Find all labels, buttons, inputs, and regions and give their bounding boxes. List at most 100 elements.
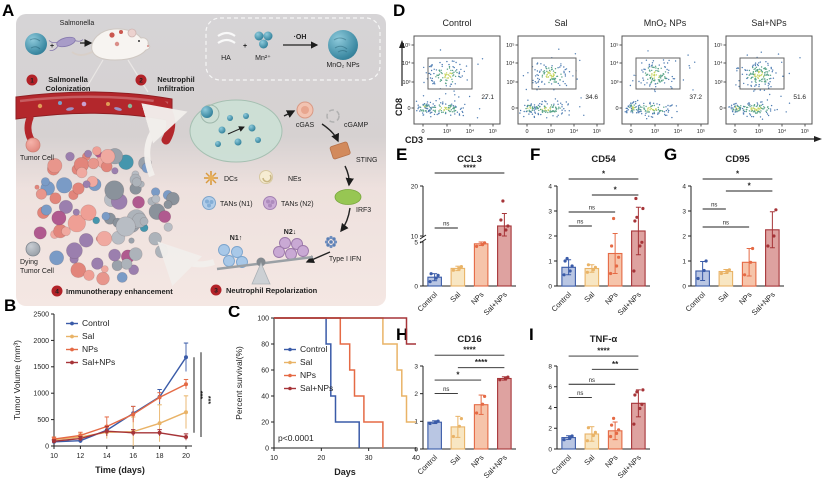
y-tick-label: 2: [548, 426, 552, 433]
plus-sign: +: [50, 43, 54, 50]
step4-text: Immunotherapy enhancement: [66, 287, 173, 296]
flow-plot-frame: [517, 35, 605, 125]
x-category-label: Sal+NPs: [482, 453, 509, 480]
series-line-Sal: [53, 411, 187, 441]
survival-curve-Control: [274, 317, 360, 448]
legend-marker: [288, 386, 292, 391]
flow-y-arrowhead: [399, 40, 405, 48]
data-point: [131, 430, 136, 435]
series-line-Sal+NPs: [53, 430, 187, 442]
sting-icon: [329, 141, 351, 160]
x-axis-label: Time (days): [95, 465, 145, 475]
salmonella-inoculation-group: + Salmonella: [25, 20, 151, 93]
flow-x-tick-label: 10⁴: [674, 128, 683, 135]
survival-curve-Sal+NPs: [274, 317, 416, 345]
sting-label: STING: [356, 157, 377, 164]
y-axis-label: Tumor Volume (mm³): [12, 340, 22, 420]
chart-title: CD16: [457, 334, 481, 345]
mno2-label: MnO₂ NPs: [326, 62, 360, 69]
data-point: [498, 378, 502, 382]
flow-gate: [427, 57, 473, 90]
sig-label: *: [602, 170, 606, 179]
legend-item-Sal+NPs: Sal+NPs: [82, 357, 115, 367]
data-point: [481, 402, 485, 406]
flow-scatter: [415, 49, 487, 119]
step3-label-group: 3 Neutrophil Repolarization: [210, 284, 318, 296]
flow-y-tick-label: 10⁴: [610, 60, 619, 67]
data-point: [475, 411, 479, 415]
legend-marker: [70, 334, 74, 339]
x-tick-label: 14: [103, 453, 111, 460]
projection-line: [83, 59, 104, 93]
arrow-cgas-to-sting: [321, 123, 339, 143]
x-category-label: Sal+NPs: [482, 290, 509, 317]
data-point: [434, 276, 438, 280]
data-point: [184, 382, 188, 387]
data-point: [610, 423, 614, 427]
data-point: [615, 431, 619, 435]
gate-percentage: 34.6: [585, 94, 598, 101]
x-category-label: NPs: [603, 290, 620, 307]
legend-item-NPs: NPs: [300, 370, 316, 380]
flow-y-tick-label: 10⁵: [402, 42, 410, 49]
y-tick-label: 0: [414, 283, 418, 290]
tans-n1-label: TANs (N1): [220, 201, 253, 208]
y-tick-label: 0: [548, 446, 552, 453]
x-category-label: Sal+NPs: [750, 290, 777, 317]
data-point: [772, 234, 776, 238]
flow-x-tick-label: 10⁴: [570, 128, 579, 135]
cgamp-label: cGAMP: [344, 122, 368, 129]
flow-scatter: [519, 48, 585, 119]
tumor-volume-chart: 0 500 1000 1500 2000 2500 10 12 14 16 18 20 Control S…: [12, 311, 211, 475]
ha-label: HA: [221, 55, 231, 62]
flow-x-tick-label: 0: [421, 129, 424, 135]
data-point: [568, 269, 572, 273]
data-point: [78, 436, 83, 441]
sig-label: ns: [443, 222, 449, 228]
panel-a-label: A: [2, 1, 15, 20]
flow-y-tick-label: 0: [511, 106, 514, 112]
data-point: [157, 395, 162, 400]
y-tick-label: 1000: [33, 391, 49, 398]
flow-x-tick-label: 10³: [651, 129, 659, 135]
sig-label: ns: [443, 387, 449, 393]
chart-title: TNF-α: [590, 334, 618, 345]
y-tick-label: 1: [414, 419, 418, 426]
plus-sign: +: [243, 43, 247, 50]
x-category-label: Control: [550, 453, 574, 477]
data-point: [436, 419, 440, 423]
series-line-Control: [53, 356, 187, 443]
flow-x-tick-label: 10⁵: [489, 128, 497, 135]
panel-c-label: C: [228, 302, 241, 321]
x-tick-label: 18: [156, 453, 164, 460]
step2-badge: [135, 74, 147, 86]
data-point: [475, 244, 479, 248]
y-tick-label: 0: [45, 443, 49, 450]
data-point: [638, 244, 642, 248]
data-point: [593, 265, 597, 269]
x-tick-label: 20: [317, 455, 325, 462]
data-point: [104, 429, 109, 434]
step2-number: 2: [139, 78, 143, 85]
flow-gate: [739, 57, 785, 90]
gate-percentage: 37.2: [689, 94, 702, 101]
data-point: [570, 434, 574, 438]
step4-label-group: 4 Immunotherapy enhancement: [51, 285, 173, 297]
sig-label: ****: [463, 346, 476, 355]
flow-cytometry-panel: Control 27.1 10⁵ 10⁴ 10³ 0 0 10³ 10⁴ 10⁵ Sal 34.6 10…: [394, 18, 822, 145]
tan-n1-cell-icon: [202, 196, 216, 210]
x-category-label: Sal: [582, 453, 596, 467]
bar-Sal+NPs: [497, 377, 512, 450]
x-category-label: Sal: [448, 290, 462, 304]
panel-e-label: E: [396, 145, 408, 164]
data-point: [635, 390, 639, 394]
sig-label: ns: [577, 391, 583, 397]
dying-tumor-cell-label-line2: Tumor Cell: [20, 268, 54, 275]
legend-marker: [288, 373, 292, 378]
flow-y-tick-label: 0: [719, 106, 722, 112]
y-tick-label: 5: [414, 239, 418, 246]
irf3-icon: [334, 189, 362, 205]
y-tick-label: 1: [682, 258, 686, 265]
sig-label: ***: [204, 396, 211, 404]
